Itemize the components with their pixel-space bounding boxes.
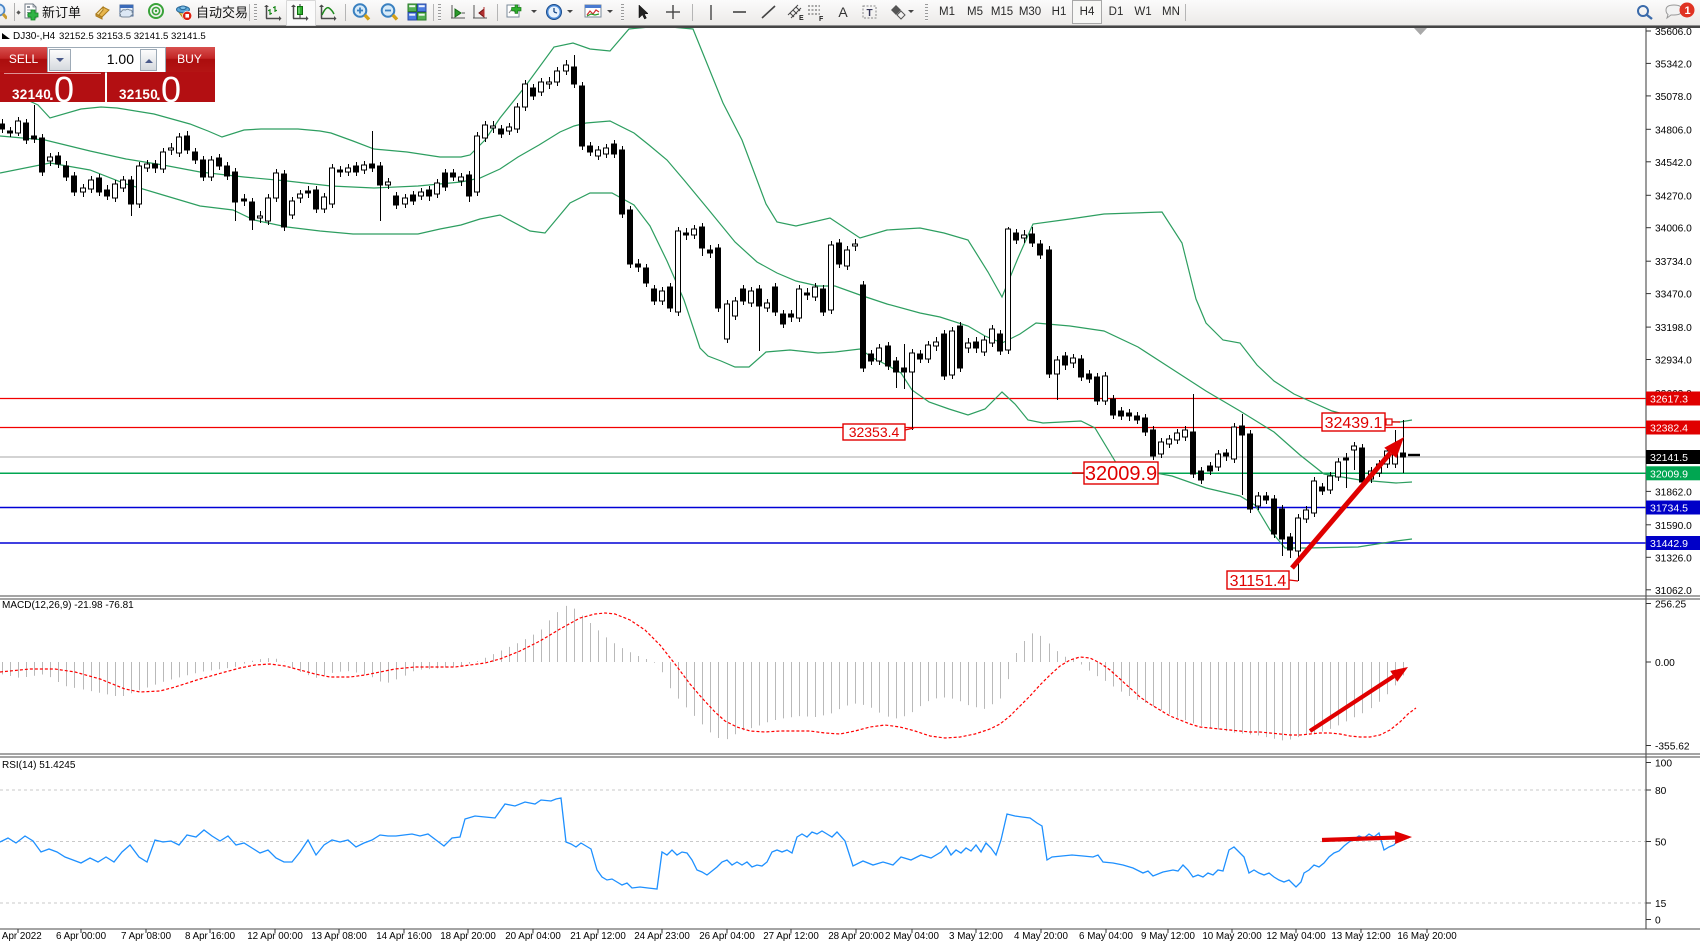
svg-text:34806.0: 34806.0 <box>1655 125 1692 136</box>
svg-text:35606.0: 35606.0 <box>1655 27 1692 38</box>
svg-text:T: T <box>867 8 873 19</box>
svg-text:32439.1: 32439.1 <box>1325 415 1383 432</box>
svg-text:31442.9: 31442.9 <box>1650 538 1688 550</box>
svg-text:31062.0: 31062.0 <box>1655 586 1692 597</box>
svg-text:32353.4: 32353.4 <box>849 424 900 440</box>
svg-text:16 May 20:00: 16 May 20:00 <box>1397 931 1457 941</box>
svg-text:33198.0: 33198.0 <box>1655 323 1692 334</box>
svg-text:15: 15 <box>1655 899 1667 910</box>
svg-text:DJ30-,H4: DJ30-,H4 <box>13 31 56 42</box>
svg-text:MACD(12,26,9) -21.98 -76.81: MACD(12,26,9) -21.98 -76.81 <box>2 600 134 611</box>
svg-text:6 May 04:00: 6 May 04:00 <box>1079 931 1133 941</box>
svg-text:7 Apr 08:00: 7 Apr 08:00 <box>121 931 172 941</box>
svg-text:31862.0: 31862.0 <box>1655 487 1692 498</box>
svg-text:32934.0: 32934.0 <box>1655 356 1692 367</box>
svg-text:34006.0: 34006.0 <box>1655 224 1692 235</box>
svg-text:0.00: 0.00 <box>1655 658 1675 669</box>
svg-text:24 Apr 23:00: 24 Apr 23:00 <box>634 931 690 941</box>
svg-text:E: E <box>799 15 804 22</box>
svg-text:9 May 12:00: 9 May 12:00 <box>1141 931 1195 941</box>
svg-text:F: F <box>819 16 824 22</box>
svg-text:4 May 20:00: 4 May 20:00 <box>1014 931 1068 941</box>
svg-text:32009.9: 32009.9 <box>1650 468 1688 480</box>
svg-text:20 Apr 04:00: 20 Apr 04:00 <box>505 931 561 941</box>
svg-text:10 May 20:00: 10 May 20:00 <box>1202 931 1262 941</box>
svg-text:31734.5: 31734.5 <box>1650 503 1688 515</box>
svg-text:50: 50 <box>1655 838 1667 849</box>
svg-text:33470.0: 33470.0 <box>1655 290 1692 301</box>
svg-text:34270.0: 34270.0 <box>1655 191 1692 202</box>
svg-text:32152.5 32153.5 32141.5 32141.: 32152.5 32153.5 32141.5 32141.5 <box>59 31 206 42</box>
svg-text:18 Apr 20:00: 18 Apr 20:00 <box>440 931 496 941</box>
svg-text:32009.9: 32009.9 <box>1085 463 1157 485</box>
svg-text:12 Apr 00:00: 12 Apr 00:00 <box>247 931 303 941</box>
svg-text:256.25: 256.25 <box>1655 600 1686 611</box>
svg-text:6 Apr 00:00: 6 Apr 00:00 <box>56 931 107 941</box>
svg-text:RSI(14) 51.4245: RSI(14) 51.4245 <box>2 760 76 771</box>
svg-text:32382.4: 32382.4 <box>1650 423 1688 435</box>
svg-text:14 Apr 16:00: 14 Apr 16:00 <box>376 931 432 941</box>
svg-text:100: 100 <box>1655 759 1672 770</box>
svg-text:33734.0: 33734.0 <box>1655 257 1692 268</box>
svg-text:34542.0: 34542.0 <box>1655 158 1692 169</box>
svg-text:26 Apr 04:00: 26 Apr 04:00 <box>699 931 755 941</box>
svg-text:-355.62: -355.62 <box>1655 742 1690 753</box>
svg-text:3 May 12:00: 3 May 12:00 <box>949 931 1003 941</box>
svg-text:31590.0: 31590.0 <box>1655 521 1692 532</box>
svg-text:28 Apr 20:00: 28 Apr 20:00 <box>828 931 884 941</box>
svg-text:2 May 04:00: 2 May 04:00 <box>885 931 939 941</box>
svg-text:32617.3: 32617.3 <box>1650 394 1688 406</box>
svg-text:32141.5: 32141.5 <box>1650 452 1688 464</box>
svg-text:35078.0: 35078.0 <box>1655 92 1692 103</box>
svg-text:0: 0 <box>1655 916 1661 927</box>
svg-text:31326.0: 31326.0 <box>1655 553 1692 564</box>
svg-text:5 Apr 2022: 5 Apr 2022 <box>0 931 42 941</box>
svg-text:13 May 12:00: 13 May 12:00 <box>1331 931 1391 941</box>
svg-text:31151.4: 31151.4 <box>1230 573 1287 590</box>
svg-text:8 Apr 16:00: 8 Apr 16:00 <box>185 931 236 941</box>
svg-text:21 Apr 12:00: 21 Apr 12:00 <box>570 931 626 941</box>
svg-text:27 Apr 12:00: 27 Apr 12:00 <box>763 931 819 941</box>
svg-text:1: 1 <box>1685 5 1691 17</box>
svg-text:13 Apr 08:00: 13 Apr 08:00 <box>311 931 367 941</box>
svg-text:80: 80 <box>1655 786 1667 797</box>
svg-text:35342.0: 35342.0 <box>1655 59 1692 70</box>
svg-text:12 May 04:00: 12 May 04:00 <box>1266 931 1326 941</box>
